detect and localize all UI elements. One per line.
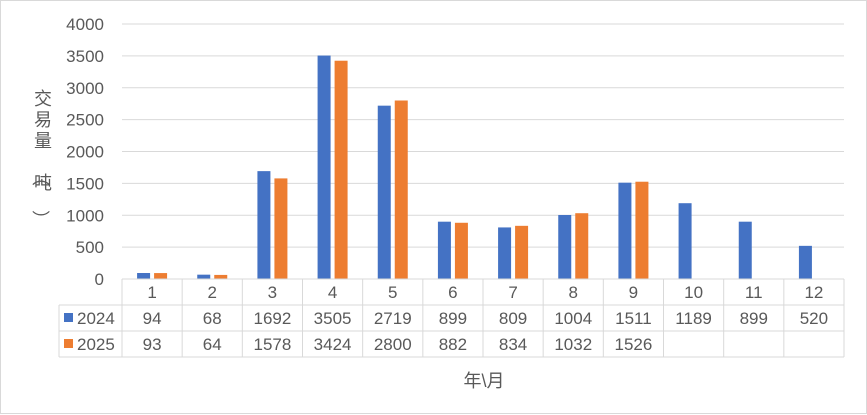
x-tick-label: 4 xyxy=(328,283,337,302)
bar-2024-4 xyxy=(317,55,331,280)
y-tick-label: 1000 xyxy=(66,206,104,225)
y-axis-title-char: ） xyxy=(30,210,50,228)
bar-2025-2 xyxy=(214,274,228,279)
y-axis-title-char: 交 xyxy=(34,89,52,109)
bar-2025-4 xyxy=(334,60,348,279)
bar-2024-6 xyxy=(437,221,451,279)
y-tick-label: 0 xyxy=(95,270,104,289)
data-label: 882 xyxy=(439,335,467,354)
data-label: 1032 xyxy=(554,335,592,354)
y-tick-label: 4000 xyxy=(66,15,104,34)
data-label: 1526 xyxy=(615,335,653,354)
data-label: 94 xyxy=(143,309,162,328)
bar-2025-5 xyxy=(394,100,408,279)
bars xyxy=(137,55,812,280)
x-tick-label: 3 xyxy=(268,283,277,302)
bar-2024-11 xyxy=(738,221,752,279)
data-label: 809 xyxy=(499,309,527,328)
y-axis-title-char: （ xyxy=(30,168,50,186)
data-label: 64 xyxy=(203,335,222,354)
bar-2025-6 xyxy=(454,222,468,279)
data-label: 1004 xyxy=(554,309,592,328)
data-label: 1692 xyxy=(254,309,292,328)
y-tick-label: 3500 xyxy=(66,47,104,66)
data-label: 2800 xyxy=(374,335,412,354)
data-label: 2719 xyxy=(374,309,412,328)
data-label: 899 xyxy=(439,309,467,328)
legend-label: 2024 xyxy=(77,309,115,328)
data-label: 93 xyxy=(143,335,162,354)
data-label: 899 xyxy=(740,309,768,328)
x-tick-label: 10 xyxy=(684,283,703,302)
grid-lines xyxy=(122,23,844,248)
data-label: 1189 xyxy=(675,309,712,328)
bar-2024-8 xyxy=(558,214,572,279)
x-tick-label: 12 xyxy=(804,283,823,302)
bar-2024-3 xyxy=(257,171,271,279)
data-label: 3424 xyxy=(314,335,352,354)
x-tick-label: 6 xyxy=(448,283,457,302)
bar-2025-8 xyxy=(575,213,589,279)
legend-swatch-2025 xyxy=(64,339,73,348)
x-tick-label: 1 xyxy=(147,283,156,302)
y-axis-title: 交易量 （吨 ） xyxy=(30,89,52,228)
data-label: 1578 xyxy=(254,335,292,354)
bar-2025-7 xyxy=(515,225,529,279)
bar-2024-10 xyxy=(678,203,692,279)
y-tick-label: 2500 xyxy=(66,111,104,130)
data-label: 3505 xyxy=(314,309,352,328)
x-tick-label: 7 xyxy=(508,283,517,302)
data-label: 834 xyxy=(499,335,527,354)
bar-2025-9 xyxy=(635,181,649,279)
x-tick-label: 9 xyxy=(629,283,638,302)
data-label: 1511 xyxy=(615,309,652,328)
y-axis-title-char: 易 xyxy=(34,110,52,130)
y-tick-label: 1500 xyxy=(66,174,104,193)
legend-swatch-2024 xyxy=(64,313,73,322)
y-axis-title-char: 吨 xyxy=(34,173,52,193)
bar-2025-1 xyxy=(154,273,168,279)
data-label: 520 xyxy=(800,309,828,328)
bar-2025-3 xyxy=(274,178,288,279)
x-tick-label: 11 xyxy=(745,283,763,302)
x-tick-label: 8 xyxy=(569,283,578,302)
y-axis-title-char: 量 xyxy=(34,131,52,151)
y-tick-label: 3000 xyxy=(66,79,104,98)
bar-2024-7 xyxy=(498,227,512,279)
x-tick-label: 5 xyxy=(388,283,397,302)
bar-2024-1 xyxy=(137,273,151,279)
data-label: 68 xyxy=(203,309,222,328)
bar-2024-9 xyxy=(618,182,632,279)
y-tick-label: 2000 xyxy=(66,143,104,162)
bar-2024-2 xyxy=(197,274,211,279)
legend-label: 2025 xyxy=(77,335,115,354)
x-tick-label: 2 xyxy=(208,283,217,302)
y-axis-ticks: 0 500 1000 1500 2000 2500 3000 3500 4000 xyxy=(66,15,104,289)
x-axis-title: 年\月 xyxy=(463,371,504,391)
y-tick-label: 500 xyxy=(76,238,104,257)
bar-2024-5 xyxy=(377,105,391,279)
bar-2024-12 xyxy=(798,245,812,279)
